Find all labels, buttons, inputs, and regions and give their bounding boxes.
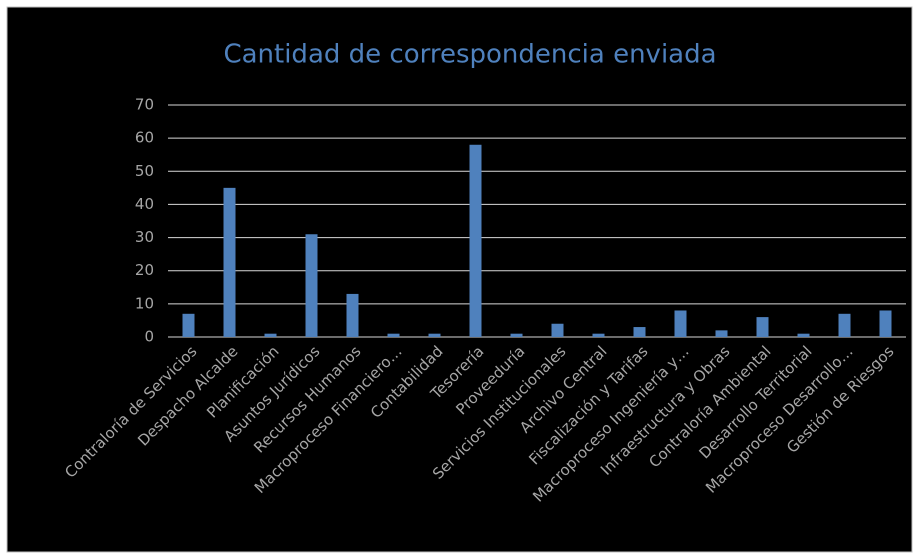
bar xyxy=(838,313,851,337)
bar xyxy=(551,323,564,337)
bar xyxy=(715,330,728,337)
bar xyxy=(182,313,195,337)
bar xyxy=(633,327,646,337)
bar xyxy=(387,333,400,337)
bar xyxy=(428,333,441,337)
chart-title: Cantidad de correspondencia enviada xyxy=(223,40,716,70)
bar xyxy=(756,317,769,337)
y-tick-label: 40 xyxy=(135,195,154,213)
bar xyxy=(305,234,318,337)
y-tick-label: 20 xyxy=(135,261,154,279)
y-tick-label: 50 xyxy=(135,162,154,180)
y-tick-label: 30 xyxy=(135,228,154,246)
bar xyxy=(264,333,277,337)
bar xyxy=(223,187,236,337)
bar xyxy=(879,310,892,337)
bar xyxy=(346,293,359,337)
y-tick-label: 60 xyxy=(135,129,154,147)
y-tick-label: 70 xyxy=(135,96,154,114)
bar xyxy=(469,144,482,337)
y-tick-label: 0 xyxy=(144,328,154,346)
bar xyxy=(592,333,605,337)
bar xyxy=(797,333,810,337)
chart-area xyxy=(6,6,913,553)
bar xyxy=(674,310,687,337)
y-tick-label: 10 xyxy=(135,294,154,312)
bar xyxy=(510,333,523,337)
